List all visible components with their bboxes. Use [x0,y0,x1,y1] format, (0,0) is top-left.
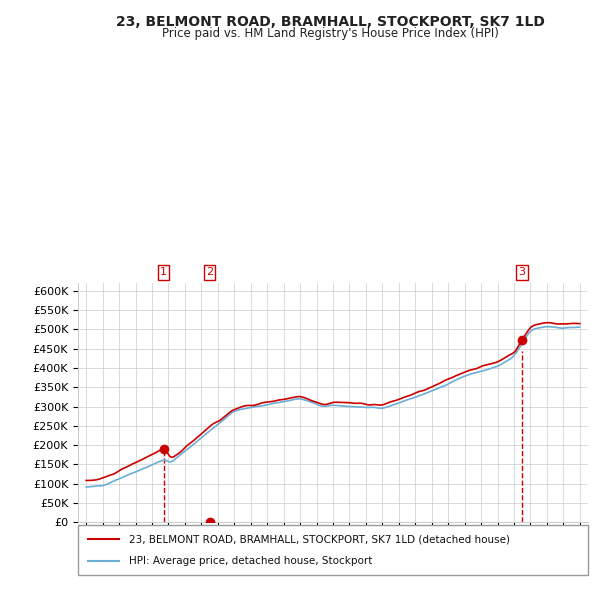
Text: 1: 1 [160,267,167,277]
Text: 23, BELMONT ROAD, BRAMHALL, STOCKPORT, SK7 1LD (detached house): 23, BELMONT ROAD, BRAMHALL, STOCKPORT, S… [129,534,510,544]
Text: Price paid vs. HM Land Registry's House Price Index (HPI): Price paid vs. HM Land Registry's House … [161,27,499,40]
Text: 23, BELMONT ROAD, BRAMHALL, STOCKPORT, SK7 1LD: 23, BELMONT ROAD, BRAMHALL, STOCKPORT, S… [116,15,544,29]
Text: HPI: Average price, detached house, Stockport: HPI: Average price, detached house, Stoc… [129,556,373,566]
Text: 3: 3 [518,267,526,277]
Text: 2: 2 [206,267,213,277]
FancyBboxPatch shape [78,525,588,575]
